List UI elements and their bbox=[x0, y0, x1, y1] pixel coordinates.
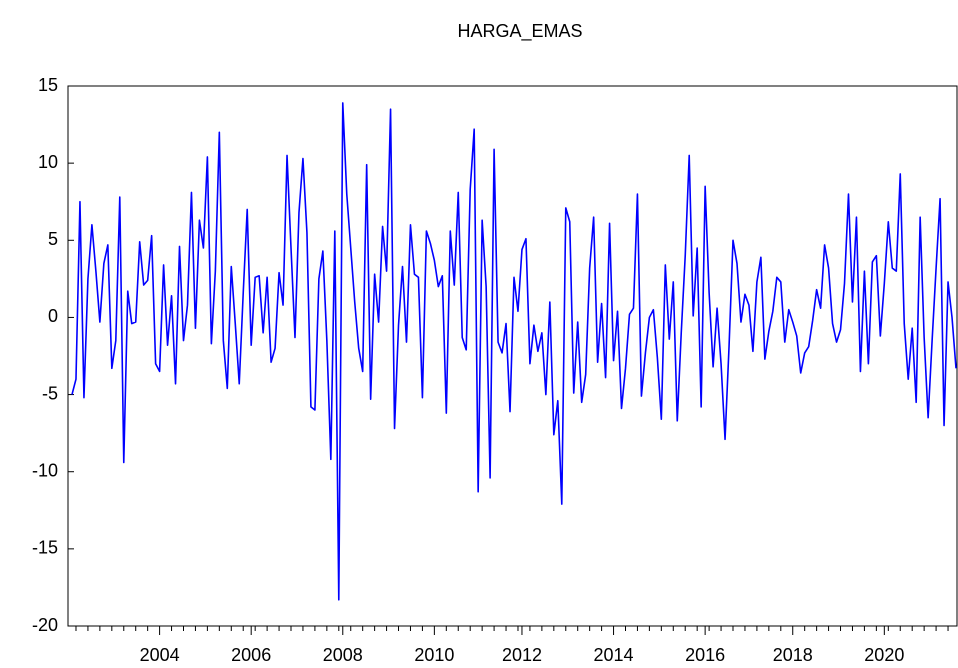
x-tick-label: 2016 bbox=[685, 645, 725, 665]
x-tick-label: 2020 bbox=[864, 645, 904, 665]
x-tick-label: 2008 bbox=[323, 645, 363, 665]
y-tick-label: -20 bbox=[32, 615, 58, 635]
x-tick-label: 2006 bbox=[231, 645, 271, 665]
x-tick-label: 2018 bbox=[773, 645, 813, 665]
x-tick-label: 2014 bbox=[594, 645, 634, 665]
chart-title: HARGA_EMAS bbox=[457, 21, 582, 42]
y-tick-label: -15 bbox=[32, 538, 58, 558]
x-tick-label: 2012 bbox=[502, 645, 542, 665]
y-tick-label: -5 bbox=[42, 383, 58, 403]
series-line bbox=[71, 102, 957, 601]
y-tick-label: 15 bbox=[38, 75, 58, 95]
plot-frame bbox=[67, 85, 958, 627]
y-tick-label: 10 bbox=[38, 152, 58, 172]
y-tick-label: 5 bbox=[48, 229, 58, 249]
y-tick-label: 0 bbox=[48, 306, 58, 326]
x-tick-label: 2004 bbox=[140, 645, 180, 665]
y-tick-label: -10 bbox=[32, 460, 58, 480]
x-tick-label: 2010 bbox=[414, 645, 454, 665]
